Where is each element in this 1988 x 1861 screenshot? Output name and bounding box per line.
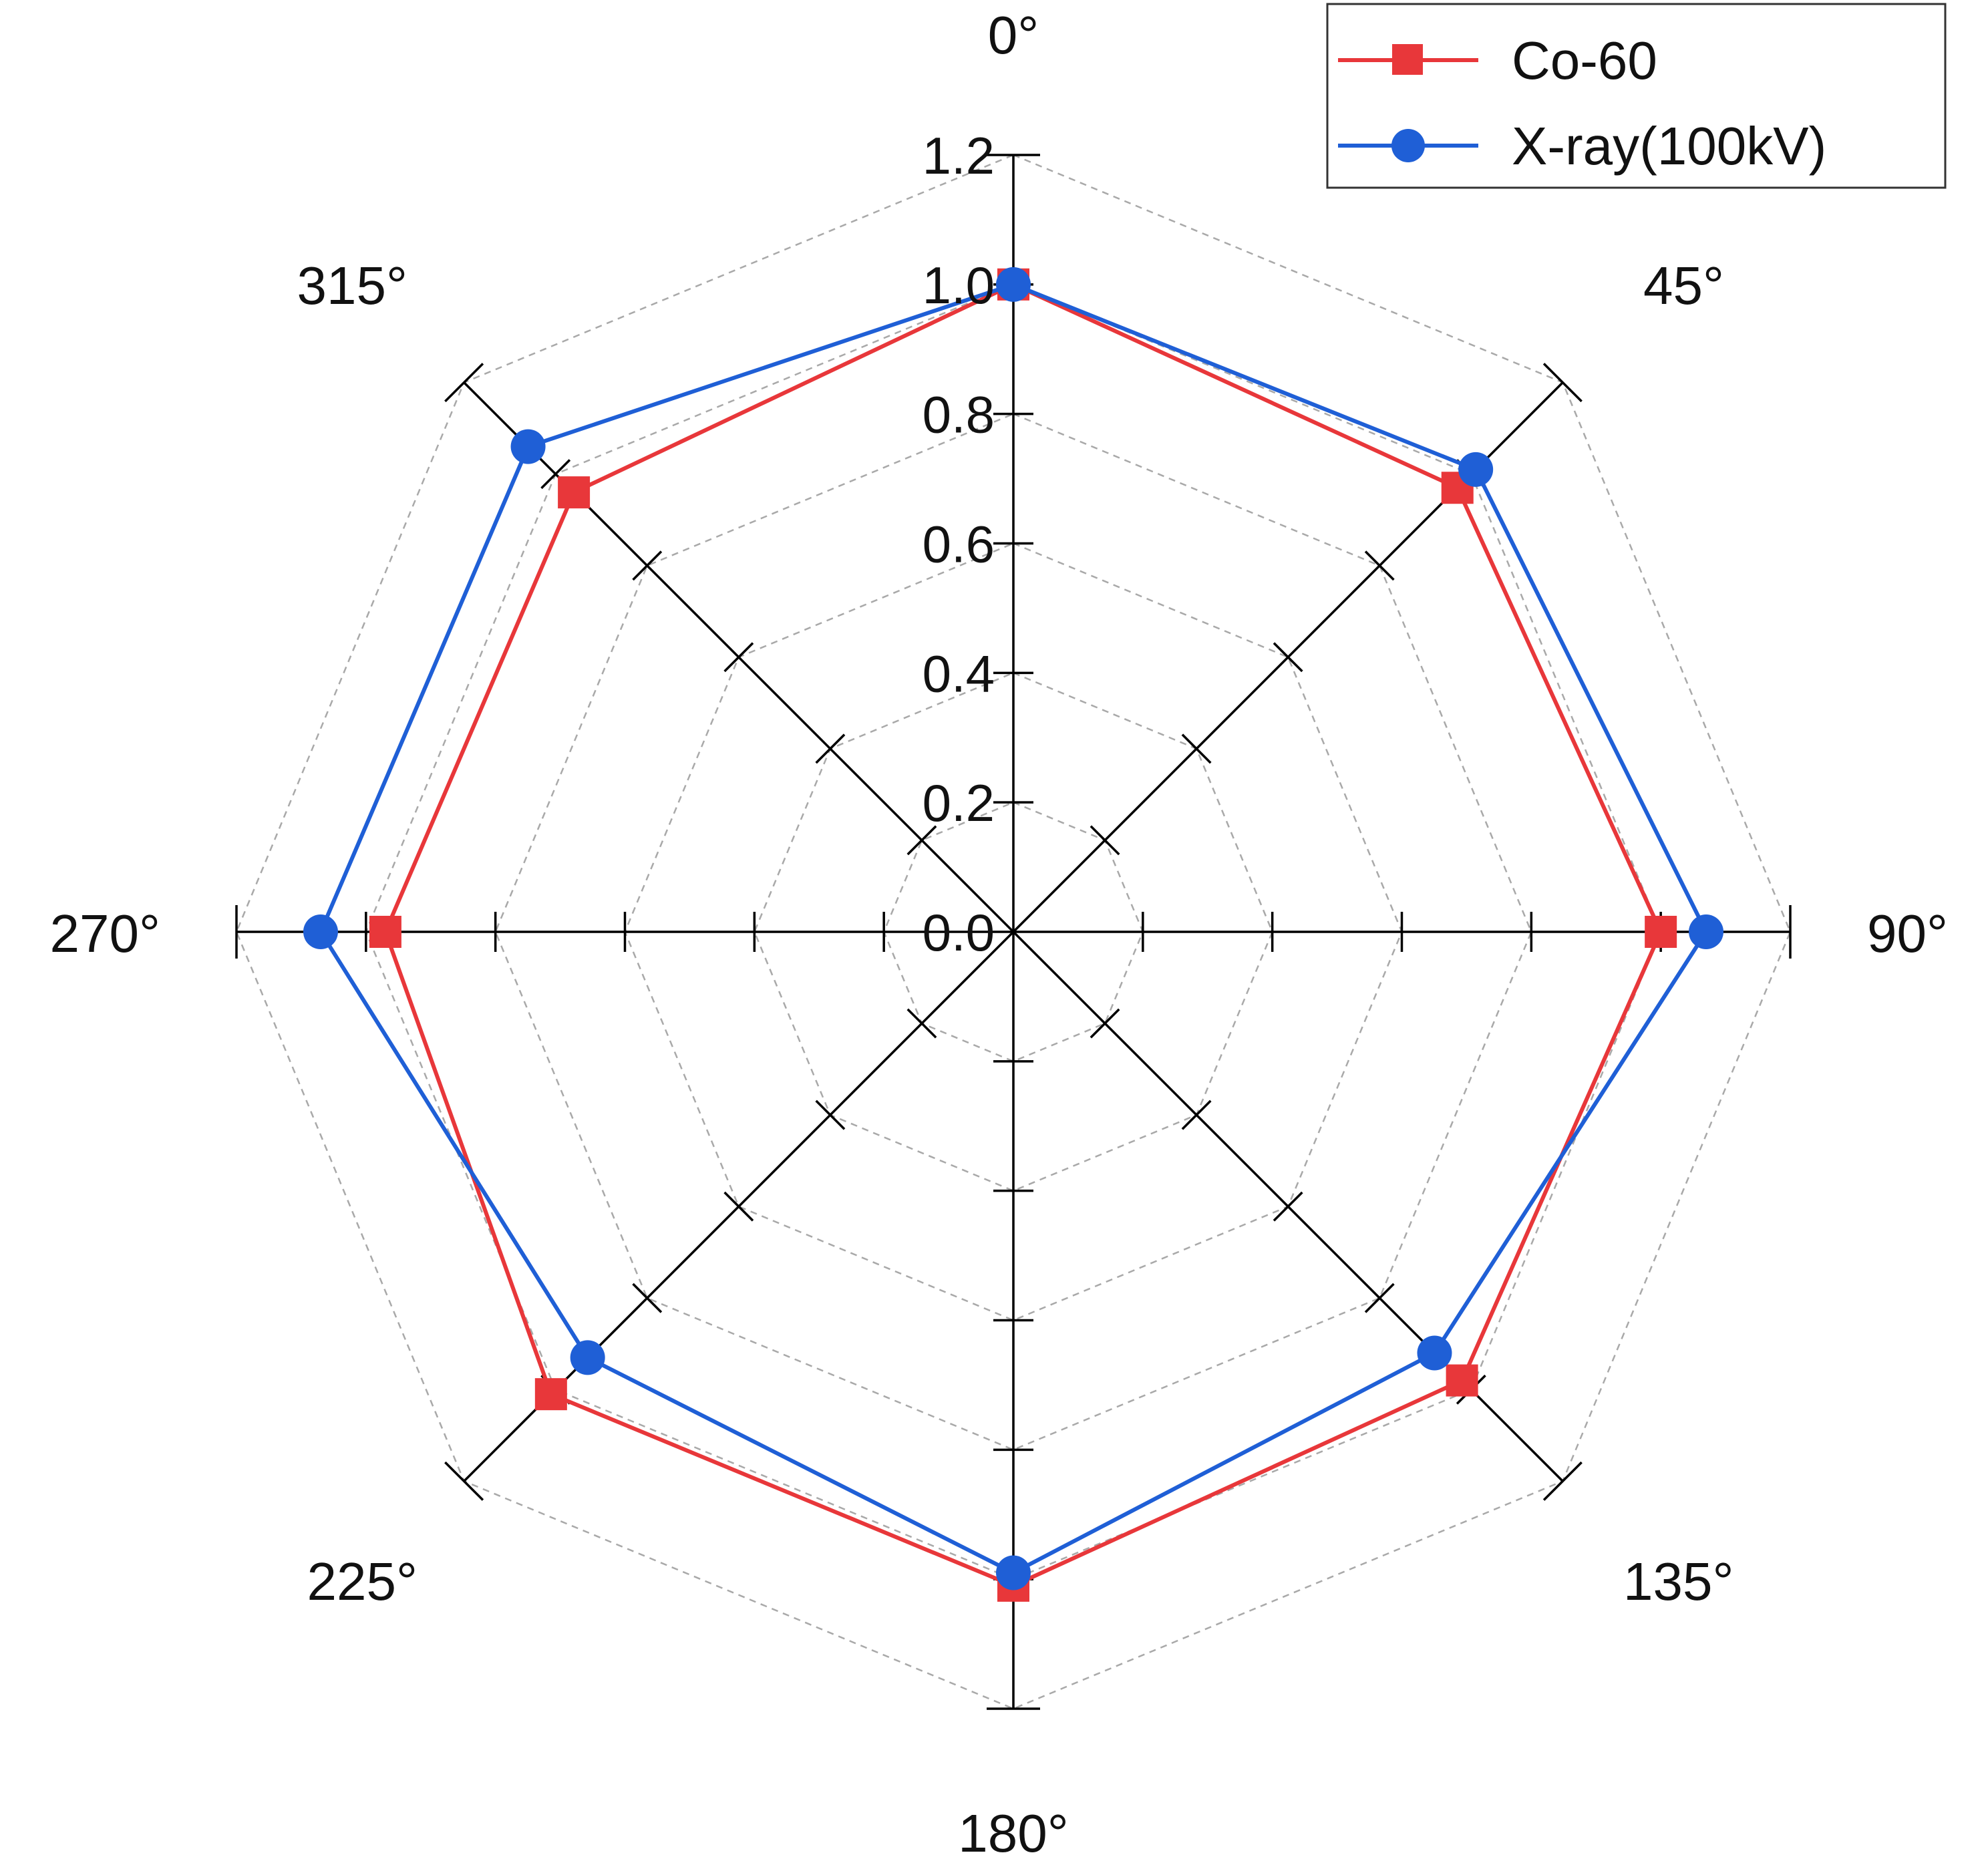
angle-label-225: 225° (307, 1552, 418, 1611)
legend-label-co60: Co-60 (1512, 31, 1657, 90)
axis-tick-7-3 (723, 642, 754, 673)
radial-tick-label-2: 0.4 (923, 644, 995, 703)
series-0-point-135 (1446, 1364, 1478, 1397)
axis-tick-7-2 (815, 733, 846, 764)
legend-box (1326, 3, 1947, 189)
axis-tick-5-3 (723, 1191, 754, 1222)
series-1-point-225 (570, 1340, 605, 1375)
radial-tick-label-5: 1.0 (923, 256, 995, 315)
axis-tick-5-2 (815, 1099, 846, 1130)
angle-label-270: 270° (50, 904, 160, 963)
radial-tick-label-4: 0.8 (923, 385, 995, 444)
axis-tick-3-4 (1364, 1283, 1395, 1313)
angle-label-315: 315° (297, 256, 407, 315)
legend-label-xray: X-ray(100kV) (1512, 116, 1826, 176)
angle-label-90: 90° (1867, 904, 1948, 963)
series-0-point-270 (369, 916, 401, 948)
legend-marker-xray (1391, 129, 1425, 162)
series-0-point-90 (1645, 916, 1677, 948)
axis-tick-1-3 (1273, 642, 1303, 673)
legend-marker-co60 (1392, 44, 1423, 75)
axis-tick-1-1 (1090, 825, 1120, 856)
angle-label-0: 0° (988, 5, 1039, 65)
axis-tick-5-4 (632, 1283, 663, 1313)
radial-tick-label-1: 0.2 (923, 774, 995, 832)
series-1-point-135 (1417, 1335, 1452, 1371)
axis-tick-3-2 (1181, 1099, 1212, 1130)
axis-tick-3-6 (1542, 1461, 1583, 1501)
radial-tick-label-0: 0.0 (923, 903, 995, 962)
axis-tick-5-1 (906, 1008, 937, 1039)
series-1-point-315 (510, 429, 546, 464)
axis-tick-7-4 (632, 550, 663, 581)
angle-label-180: 180° (958, 1804, 1068, 1861)
series-0-point-225 (534, 1378, 567, 1411)
axis-tick-7-1 (906, 825, 937, 856)
axis-tick-5-6 (444, 1461, 484, 1501)
axis-tick-3-1 (1090, 1008, 1120, 1039)
series-1-point-180 (996, 1555, 1031, 1590)
radial-tick-label-3: 0.6 (923, 515, 995, 574)
axes-layer (235, 154, 1792, 1710)
series-0-point-315 (558, 476, 591, 509)
series-1-point-0 (996, 267, 1031, 302)
series-1-point-270 (303, 914, 338, 949)
legend: Co-60 X-ray(100kV) (1326, 3, 1947, 189)
series-1-point-90 (1689, 914, 1724, 949)
radial-tick-label-6: 1.2 (923, 126, 995, 185)
axis-tick-7-6 (444, 363, 484, 403)
angle-label-135: 135° (1623, 1552, 1733, 1611)
axis-tick-1-6 (1542, 363, 1583, 403)
angle-label-45: 45° (1643, 256, 1724, 315)
series-layer (303, 267, 1724, 1602)
axis-tick-7-5 (540, 459, 571, 490)
series-1-point-45 (1458, 452, 1494, 487)
axis-tick-1-2 (1181, 733, 1212, 764)
labels-layer: 0.0 0.2 0.4 0.6 0.8 1.0 1.2 0° 45° 90° 135° 180° 225… (50, 5, 1948, 1861)
axis-tick-3-3 (1273, 1191, 1303, 1222)
axis-tick-1-4 (1364, 550, 1395, 581)
